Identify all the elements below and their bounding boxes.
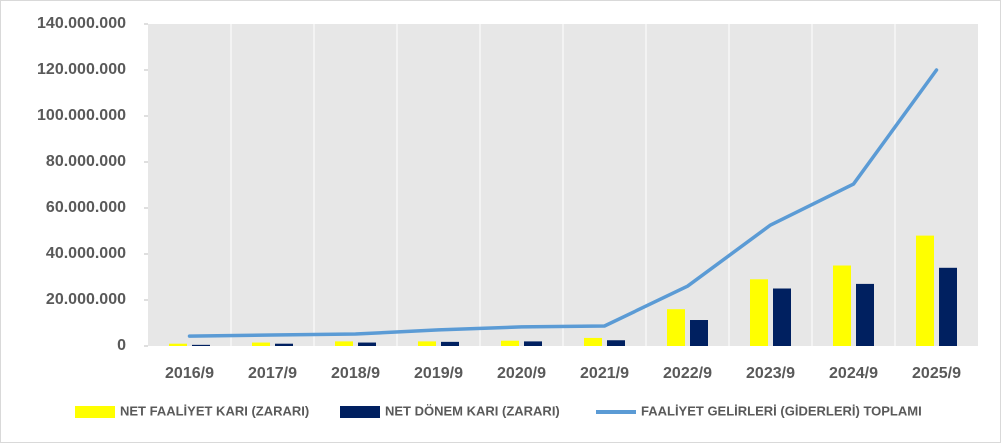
- x-tick-label: 2016/9: [165, 365, 214, 382]
- legend-label: NET DÖNEM KARI (ZARARI): [385, 403, 560, 418]
- bar: [607, 340, 625, 346]
- bar: [667, 309, 685, 346]
- bar: [939, 267, 957, 346]
- y-tick-label: 60.000.000: [46, 199, 126, 216]
- bar: [358, 342, 376, 346]
- legend-swatch: [75, 406, 115, 418]
- x-tick-label: 2023/9: [746, 365, 795, 382]
- x-tick-label: 2019/9: [414, 365, 463, 382]
- bar: [916, 235, 934, 346]
- bar: [252, 342, 270, 346]
- x-tick-label: 2025/9: [912, 365, 961, 382]
- y-tick-label: 20.000.000: [46, 291, 126, 308]
- x-tick-label: 2017/9: [248, 365, 297, 382]
- bar: [833, 265, 851, 346]
- x-tick-label: 2021/9: [580, 365, 629, 382]
- bar: [856, 283, 874, 346]
- x-tick-label: 2022/9: [663, 365, 712, 382]
- y-tick-label: 0: [117, 337, 126, 354]
- bar: [335, 341, 353, 346]
- y-tick-label: 80.000.000: [46, 153, 126, 170]
- x-tick-label: 2024/9: [829, 365, 878, 382]
- y-tick-label: 140.000.000: [37, 15, 126, 32]
- y-tick-label: 120.000.000: [37, 61, 126, 78]
- y-tick-label: 100.000.000: [37, 107, 126, 124]
- bar: [192, 344, 210, 346]
- x-tick-label: 2018/9: [331, 365, 380, 382]
- bar: [501, 340, 519, 346]
- line: [187, 68, 939, 338]
- x-tick-label: 2020/9: [497, 365, 546, 382]
- bar: [690, 320, 708, 346]
- y-tick-label: 40.000.000: [46, 245, 126, 262]
- bar: [275, 343, 293, 346]
- bar: [773, 288, 791, 346]
- legend-label: FAALİYET GELİRLERİ (GİDERLERİ) TOPLAMI: [641, 403, 922, 418]
- bar: [418, 341, 436, 346]
- legend-swatch: [340, 406, 380, 418]
- bar: [169, 343, 187, 346]
- bar: [750, 279, 768, 346]
- bar: [584, 337, 602, 346]
- legend-label: NET FAALİYET KARI (ZARARI): [120, 403, 309, 418]
- bar: [441, 341, 459, 346]
- bar: [524, 341, 542, 346]
